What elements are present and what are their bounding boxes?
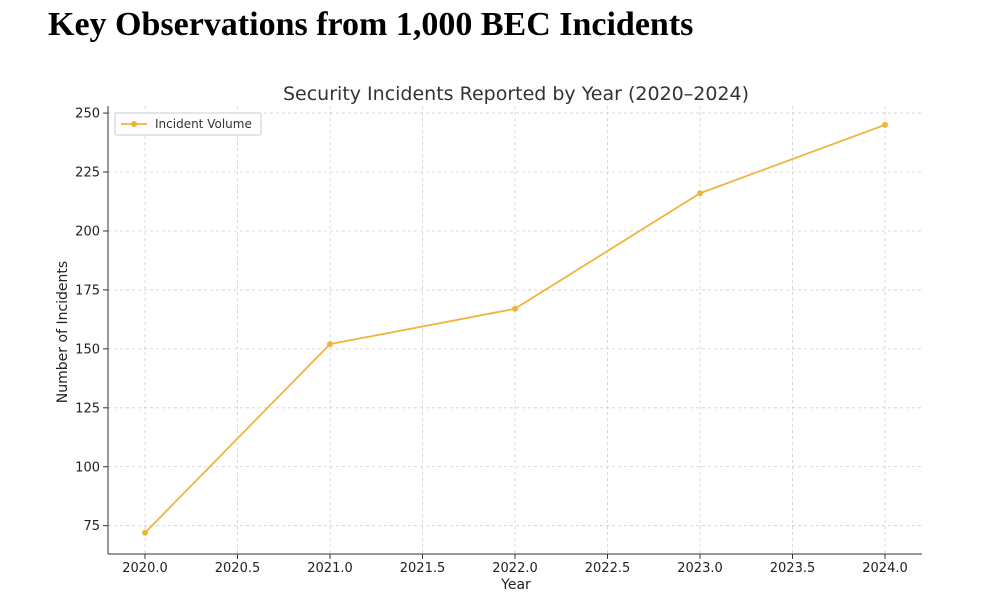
grid-lines xyxy=(108,106,922,554)
data-point xyxy=(142,529,148,536)
legend-frame xyxy=(114,112,262,136)
x-tick-label: 2022.5 xyxy=(585,561,631,576)
chart-axes xyxy=(103,106,922,559)
x-tick-label: 2023.0 xyxy=(677,561,723,576)
x-tick-label: 2020.0 xyxy=(122,561,168,576)
page-heading: Key Observations from 1,000 BEC Incident… xyxy=(48,6,694,43)
x-tick-label: 2021.0 xyxy=(307,561,353,576)
y-tick-label: 100 xyxy=(75,460,100,475)
data-point xyxy=(512,305,518,312)
y-tick-label: 150 xyxy=(75,342,100,357)
data-point xyxy=(697,190,703,197)
y-tick-label: 125 xyxy=(75,401,100,416)
y-tick-label: 75 xyxy=(83,519,100,534)
chart-title: Security Incidents Reported by Year (202… xyxy=(283,83,749,105)
data-point xyxy=(882,121,888,128)
y-tick-label: 175 xyxy=(75,283,100,298)
y-tick-label: 250 xyxy=(75,107,100,122)
legend: Incident Volume xyxy=(114,112,262,136)
x-tick-label: 2023.5 xyxy=(770,561,816,576)
x-tick-label: 2024.0 xyxy=(862,561,908,576)
series-layer xyxy=(142,121,888,536)
legend-marker-swatch xyxy=(131,121,137,127)
x-tick-label: 2022.0 xyxy=(492,561,538,576)
data-point xyxy=(327,341,333,348)
x-tick-label: 2021.5 xyxy=(400,561,446,576)
tick-labels: 2020.0 2020.5 2021.0 2021.5 2022.0 2022.5 2023… xyxy=(75,107,908,576)
x-axis-label: Year xyxy=(500,577,531,593)
legend-item-incident-volume: Incident Volume xyxy=(155,117,252,131)
y-tick-label: 225 xyxy=(75,166,100,181)
y-axis-label: Number of Incidents xyxy=(55,261,71,403)
y-tick-label: 200 xyxy=(75,224,100,239)
x-tick-label: 2020.5 xyxy=(215,561,261,576)
